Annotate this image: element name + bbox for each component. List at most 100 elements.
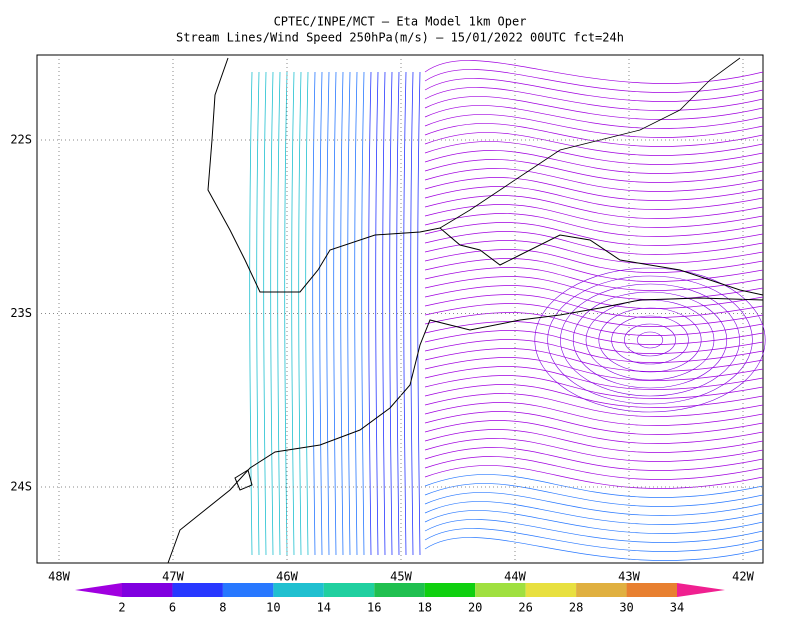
streamline [424, 510, 764, 534]
streamline [424, 294, 764, 318]
streamline [424, 141, 764, 165]
streamline [284, 71, 288, 556]
streamline [424, 411, 764, 435]
streamline [375, 71, 379, 556]
streamline [424, 195, 764, 219]
title: CPTEC/INPE/MCT — Eta Model 1km Oper [274, 15, 527, 29]
streamlines [249, 60, 766, 561]
streamline [382, 71, 386, 556]
colorbar-box [626, 583, 677, 597]
vortex [534, 267, 766, 413]
colorbar-box [424, 583, 476, 597]
streamline [424, 123, 764, 147]
streamline [424, 483, 764, 507]
streamline [249, 71, 253, 556]
streamline [424, 384, 764, 408]
streamline [424, 240, 764, 264]
colorbar-box [122, 583, 173, 597]
streamline [424, 105, 764, 129]
lon-label: 42W [732, 570, 754, 584]
colorbar: 2 6 8 10 14 16 18 20 26 28 30 34 [75, 583, 725, 615]
streamline [424, 222, 764, 246]
vortex [560, 283, 740, 397]
streamline [347, 71, 351, 556]
vortex [611, 315, 689, 365]
streamline [424, 420, 764, 444]
streamline [277, 71, 281, 556]
streamline [256, 71, 260, 556]
colorbar-box [172, 583, 223, 597]
colorbar-label: 2 [118, 601, 125, 615]
vortex [547, 275, 753, 405]
streamline [424, 456, 764, 480]
streamline [424, 528, 764, 552]
streamline [424, 213, 764, 237]
streamline [368, 71, 372, 556]
colorbar-label: 30 [619, 601, 633, 615]
colorbar-label: 6 [169, 601, 176, 615]
lat-label: 23S [10, 306, 32, 320]
colorbar-label: 26 [518, 601, 532, 615]
lon-label: 46W [276, 570, 298, 584]
streamline [361, 71, 365, 556]
streamline [319, 71, 323, 556]
lon-label: 44W [504, 570, 526, 584]
streamline [424, 402, 764, 426]
streamline [312, 71, 316, 556]
streamline [424, 366, 764, 390]
streamline [424, 60, 764, 84]
colorbar-label: 34 [670, 601, 684, 615]
colorbar-end [75, 583, 122, 597]
streamline [424, 285, 764, 309]
streamline [424, 150, 764, 174]
colorbar-label: 10 [266, 601, 280, 615]
streamline [424, 537, 764, 561]
streamline [424, 168, 764, 192]
coastline-south [167, 297, 764, 564]
grid: 48W 47W 46W 45W 44W 43W 42W 22S 23S 24S [10, 55, 763, 584]
streamline [424, 231, 764, 255]
streamline [354, 71, 358, 556]
colorbar-label: 28 [569, 601, 583, 615]
streamline [396, 71, 400, 556]
streamline [424, 159, 764, 183]
streamline [417, 71, 421, 556]
streamline [403, 71, 407, 556]
streamline [424, 474, 764, 498]
streamline [424, 204, 764, 228]
coastline [207, 57, 764, 296]
streamline [424, 78, 764, 102]
colorbar-box [323, 583, 375, 597]
state-border [439, 57, 741, 229]
streamline [333, 71, 337, 556]
lon-label: 43W [618, 570, 640, 584]
lat-label: 22S [10, 133, 32, 147]
streamline [424, 357, 764, 381]
streamline [424, 393, 764, 417]
colorbar-box [525, 583, 577, 597]
streamline [298, 71, 302, 556]
streamline [424, 375, 764, 399]
streamline [424, 492, 764, 516]
streamline [424, 258, 764, 282]
streamline [424, 447, 764, 471]
streamline [291, 71, 295, 556]
subtitle: Stream Lines/Wind Speed 250hPa(m/s) — 15… [176, 31, 624, 45]
colorbar-label: 18 [418, 601, 432, 615]
colorbar-box [273, 583, 324, 597]
streamline [424, 438, 764, 462]
streamline [424, 186, 764, 210]
streamline [424, 177, 764, 201]
streamline [424, 519, 764, 543]
lon-label: 45W [390, 570, 412, 584]
lon-label: 47W [162, 570, 184, 584]
colorbar-box [475, 583, 526, 597]
streamline [424, 501, 764, 525]
streamline [424, 348, 764, 372]
colorbar-end [677, 583, 725, 597]
streamline [424, 330, 764, 354]
lon-label: 48W [48, 570, 70, 584]
streamline [270, 71, 274, 556]
colorbar-label: 8 [219, 601, 226, 615]
streamline [424, 429, 764, 453]
